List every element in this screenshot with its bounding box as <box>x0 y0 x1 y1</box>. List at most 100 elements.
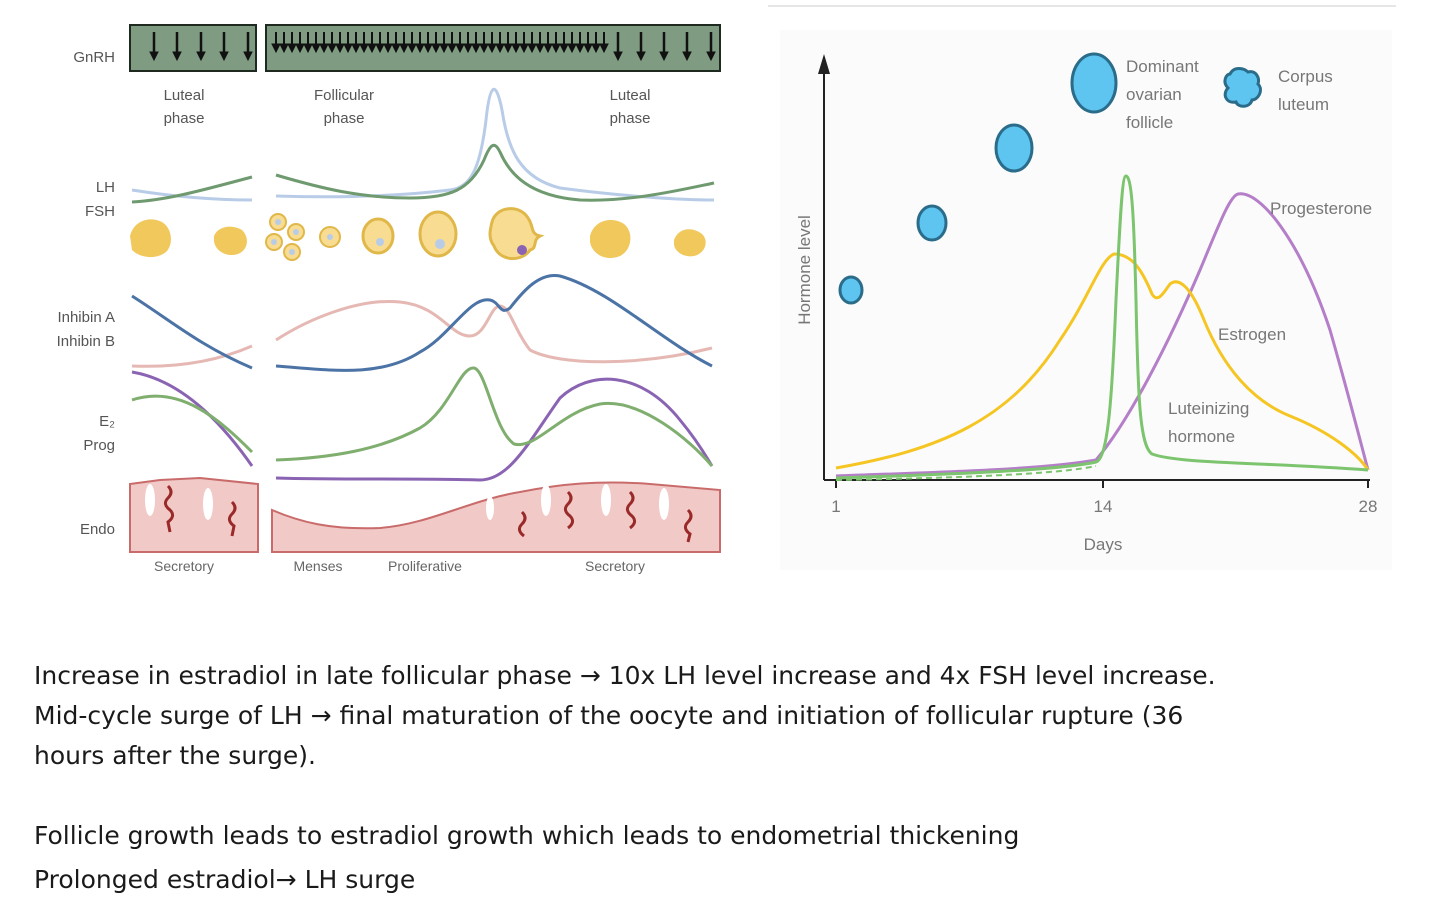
dominant-follicle-label-3: follicle <box>1126 113 1173 132</box>
endo-label-secretory-left: Secretory <box>154 558 214 574</box>
gnrh-pulse-arrowhead <box>243 51 253 62</box>
notes-spacer <box>34 776 1414 816</box>
corpus-luteum-label-2: luteum <box>1278 95 1329 114</box>
gnrh-pulse-arrowhead <box>479 43 489 54</box>
inhibin-a-curve-right <box>275 299 713 364</box>
prog-curve-left <box>131 370 254 467</box>
gnrh-pulse-arrowhead <box>575 43 585 54</box>
gnrh-pulse-arrowhead <box>455 43 465 54</box>
dominant-follicle-label-2: ovarian <box>1126 85 1182 104</box>
inhibin-a-label: Inhibin A <box>57 309 115 326</box>
gnrh-pulse-arrowhead <box>287 43 297 54</box>
phase-label-follicular-1: Follicular <box>314 87 374 104</box>
gnrh-pulse-arrowhead <box>375 43 385 54</box>
gnrh-bar-luteal <box>129 24 257 72</box>
lh-curve-dashed <box>835 465 1097 481</box>
gnrh-pulse-arrowhead <box>423 43 433 54</box>
gnrh-pulse-arrowhead <box>527 43 537 54</box>
endo-label-menses: Menses <box>293 558 342 574</box>
gnrh-pulse-arrowhead <box>567 43 577 54</box>
gnrh-pulse-arrowhead <box>495 43 505 54</box>
gnrh-pulse-arrowhead <box>279 43 289 54</box>
x-tick-label-14: 14 <box>1094 497 1113 516</box>
gnrh-pulse-arrowhead <box>407 43 417 54</box>
gnrh-label: GnRH <box>73 49 115 66</box>
gnrh-pulse-arrowhead <box>303 43 313 54</box>
lh-label-1: Luteinizing <box>1168 399 1249 418</box>
phase-label-luteal-left-2: phase <box>164 110 205 127</box>
gnrh-pulse-arrowhead <box>343 43 353 54</box>
inhibin-a-curve-left <box>131 344 253 368</box>
endometrial-glands <box>163 484 693 543</box>
notes-text: Increase in estradiol in late follicular… <box>34 656 1414 900</box>
gnrh-pulse-arrowhead <box>636 51 646 62</box>
x-axis-label: Days <box>1084 535 1123 554</box>
menstrual-cycle-diagram: GnRH Luteal phase Follicular phase Lutea… <box>57 24 721 574</box>
gnrh-pulse-arrowhead <box>351 43 361 54</box>
gnrh-pulse-arrowhead <box>613 51 623 62</box>
gnrh-pulse-arrowhead <box>447 43 457 54</box>
note-line-1: Increase in estradiol in late follicular… <box>34 661 1216 690</box>
x-tick-label-1: 1 <box>831 497 840 516</box>
fsh-curve-left <box>131 188 253 202</box>
e2-curve-right <box>275 366 714 467</box>
endometrial-glands-white <box>145 484 669 520</box>
note-line-2: Mid-cycle surge of LH → final maturation… <box>34 701 1184 730</box>
gnrh-pulse-arrowhead <box>659 51 669 62</box>
phase-label-follicular-2: phase <box>324 110 365 127</box>
gnrh-pulse-arrowhead <box>583 43 593 54</box>
endometrium-left <box>129 476 259 553</box>
gnrh-pulse-arrowhead <box>319 43 329 54</box>
gnrh-pulse-arrowhead <box>431 43 441 54</box>
endometrium-right <box>271 481 721 553</box>
follicle-row <box>130 207 706 261</box>
progesterone-label: Progesterone <box>1270 199 1372 218</box>
y-axis-arrow <box>818 54 830 74</box>
gnrh-pulse-arrowhead <box>196 51 206 62</box>
inhibin-b-label: Inhibin B <box>57 333 115 350</box>
estrogen-curve <box>835 252 1370 471</box>
e2-label: E₂ <box>99 413 115 430</box>
prog-curve-right <box>275 377 714 482</box>
phase-label-luteal-right-1: Luteal <box>610 87 651 104</box>
gnrh-pulse-arrowhead <box>471 43 481 54</box>
corpus-luteum-label-1: Corpus <box>1278 67 1333 86</box>
gnrh-pulse-arrowhead <box>399 43 409 54</box>
inhibin-b-curve-right <box>275 273 713 372</box>
lh-label-2: hormone <box>1168 427 1235 446</box>
lh-curve-right <box>275 143 715 202</box>
gnrh-pulse-arrowhead <box>359 43 369 54</box>
gnrh-pulse-arrowhead <box>487 43 497 54</box>
gnrh-pulse-arrowhead <box>511 43 521 54</box>
gnrh-pulse-arrowhead <box>706 51 716 62</box>
gnrh-pulse-arrows <box>149 32 716 62</box>
gnrh-pulse-arrowhead <box>591 43 601 54</box>
dominant-follicle-label-1: Dominant <box>1126 57 1199 76</box>
prog-label: Prog <box>83 437 115 454</box>
gnrh-pulse-arrowhead <box>327 43 337 54</box>
gnrh-pulse-arrowhead <box>415 43 425 54</box>
gnrh-pulse-arrowhead <box>519 43 529 54</box>
gnrh-pulse-arrowhead <box>391 43 401 54</box>
gnrh-pulse-arrowhead <box>503 43 513 54</box>
estrogen-label: Estrogen <box>1218 325 1286 344</box>
gnrh-pulse-arrowhead <box>311 43 321 54</box>
phase-label-luteal-left-1: Luteal <box>164 87 205 104</box>
note-line-4: Follicle growth leads to estradiol growt… <box>34 821 1020 850</box>
gnrh-pulse-arrowhead <box>367 43 377 54</box>
gnrh-pulse-arrowhead <box>149 51 159 62</box>
fsh-label: FSH <box>85 203 115 220</box>
endo-label-secretory-right: Secretory <box>585 558 645 574</box>
gnrh-pulse-arrowhead <box>463 43 473 54</box>
gnrh-pulse-arrowhead <box>383 43 393 54</box>
phase-label-luteal-right-2: phase <box>610 110 651 127</box>
inhibin-b-curve-left <box>131 294 253 370</box>
x-tick-label-28: 28 <box>1359 497 1378 516</box>
gnrh-pulse-arrowhead <box>172 51 182 62</box>
gnrh-pulse-arrowhead <box>543 43 553 54</box>
gnrh-pulse-arrowhead <box>295 43 305 54</box>
gnrh-pulse-arrowhead <box>439 43 449 54</box>
fsh-curve-right <box>275 87 715 202</box>
gnrh-pulse-arrowhead <box>551 43 561 54</box>
note-line-3: hours after the surge). <box>34 741 316 770</box>
